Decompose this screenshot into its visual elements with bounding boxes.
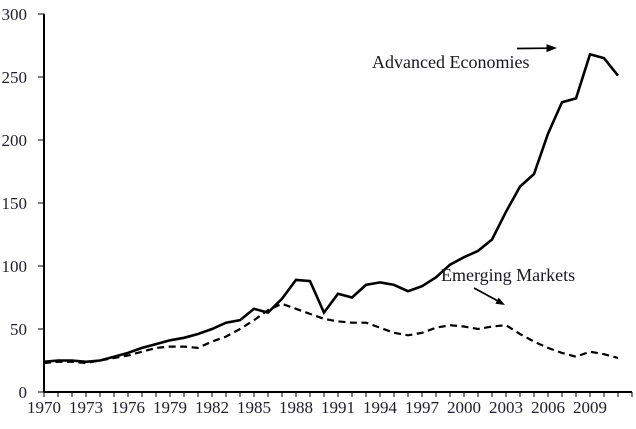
emerging-markets-line <box>43 302 619 365</box>
y-tick-label: 300 <box>2 5 28 24</box>
x-tick-label: 1988 <box>279 398 313 417</box>
y-tick-label: 100 <box>2 257 28 276</box>
x-tick-label: 2003 <box>489 398 523 417</box>
x-tick-label: 1979 <box>153 398 187 417</box>
advanced-economies-label: Advanced Economies <box>372 52 529 72</box>
x-tick-label: 2009 <box>573 398 607 417</box>
advanced-economies-line <box>43 52 620 364</box>
x-tick-label: 2000 <box>447 398 481 417</box>
emerging-markets-label: Emerging Markets <box>441 265 575 285</box>
x-tick-label: 1985 <box>237 398 271 417</box>
y-tick-label: 250 <box>2 68 28 87</box>
x-tick-label: 1970 <box>27 398 61 417</box>
x-tick-label: 2006 <box>531 398 565 417</box>
advanced-economies-arrow-icon <box>516 44 557 53</box>
y-tick-label: 50 <box>10 320 27 339</box>
x-tick-label: 1994 <box>363 398 398 417</box>
x-tick-label: 1976 <box>111 398 145 417</box>
y-tick-label: 0 <box>19 383 28 402</box>
emerging-markets-arrow-icon <box>473 287 505 305</box>
x-tick-label: 1997 <box>405 398 440 417</box>
x-tick-label: 1982 <box>195 398 229 417</box>
x-tick-label: 1973 <box>69 398 103 417</box>
x-tick-label: 1991 <box>321 398 355 417</box>
y-tick-label: 150 <box>2 194 28 213</box>
chart-generated-layer: 0 50 100 150 200 250 300 1970 1973 1976 1979 1982 19… <box>2 5 633 417</box>
y-tick-label: 200 <box>2 131 28 150</box>
